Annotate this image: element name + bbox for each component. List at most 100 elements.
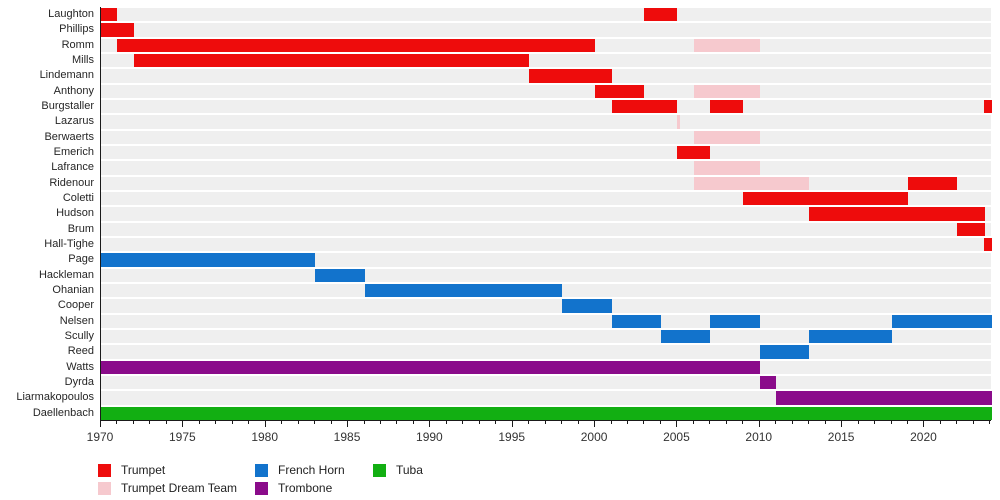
row-label-lafrance: Lafrance (51, 161, 94, 174)
row-label-phillips: Phillips (59, 23, 94, 36)
minor-tick-1996 (528, 421, 530, 424)
bar-daellenbach-tuba (101, 406, 992, 421)
axis-tick-label-1980: 1980 (251, 430, 279, 444)
bar-ridenour-trumpet (908, 176, 958, 191)
legend-swatch-trombone (255, 481, 268, 495)
bar-nelsen-french-horn (710, 314, 760, 329)
minor-tick-1984 (330, 421, 332, 424)
minor-tick-2006 (692, 421, 694, 424)
minor-tick-1982 (297, 421, 299, 424)
minor-tick-1994 (495, 421, 497, 424)
minor-tick-1974 (165, 421, 167, 424)
major-tick-1995 (511, 421, 513, 427)
row-band-laughton (101, 8, 991, 22)
minor-tick-1998 (561, 421, 563, 424)
row-label-ohanian: Ohanian (52, 284, 94, 296)
bar-hackleman-french-horn (315, 268, 365, 283)
minor-tick-1983 (314, 421, 316, 424)
minor-tick-1972 (132, 421, 134, 424)
row-band-reed (101, 345, 991, 359)
axis-tick-label-1995: 1995 (498, 430, 526, 444)
minor-tick-1973 (149, 421, 151, 424)
row-label-reed: Reed (67, 345, 94, 358)
minor-tick-2002 (627, 421, 629, 424)
row-band-dyrda (101, 376, 991, 390)
x-axis: 1970 1975 1980 1985 1990 1995 2000 2005 2010 2015… (87, 421, 991, 449)
bar-laughton-trumpet (644, 8, 678, 22)
row-label-ridenour: Ridenour (49, 176, 94, 189)
row-band-anthony (101, 84, 991, 99)
minor-tick-2012 (791, 421, 793, 424)
major-tick-2010 (758, 421, 760, 427)
row-band-page (101, 253, 991, 267)
minor-tick-1999 (577, 421, 579, 424)
bar-phillips-trumpet (101, 23, 134, 37)
major-tick-2015 (841, 421, 843, 427)
minor-tick-1977 (215, 421, 217, 424)
minor-tick-1979 (248, 421, 250, 424)
row-label-laughton: Laughton (48, 8, 94, 20)
minor-tick-1987 (379, 421, 381, 424)
minor-tick-1988 (396, 421, 398, 424)
bar-burgstaller-trumpet (983, 100, 992, 114)
minor-tick-2009 (742, 421, 744, 424)
legend-column-2: French Horn Trombone (255, 461, 345, 497)
row-band-nelsen (101, 314, 991, 329)
legend-item-trombone: Trombone (255, 479, 345, 497)
bar-coletti-trumpet (743, 192, 908, 206)
major-tick-1970 (100, 421, 101, 427)
row-label-hudson: Hudson (56, 207, 94, 220)
row-label-brum: Brum (67, 222, 94, 235)
legend-label-trumpet: Trumpet (121, 463, 166, 477)
row-band-emerich (101, 146, 991, 160)
minor-tick-1989 (412, 421, 414, 424)
minor-tick-1981 (281, 421, 283, 424)
bar-romm-trumpet (117, 38, 596, 53)
bar-reed-french-horn (759, 345, 810, 359)
bar-dyrda-trombone (759, 376, 777, 390)
bar-lindemann-trumpet (529, 69, 612, 83)
row-label-cooper: Cooper (57, 299, 94, 312)
legend-label-trombone: Trombone (278, 481, 333, 495)
row-label-watts: Watts (66, 360, 94, 373)
minor-tick-2019 (907, 421, 908, 424)
major-tick-2005 (676, 421, 678, 427)
bar-lazarus-trumpet-dream-team (677, 115, 680, 129)
row-label-hackleman: Hackleman (38, 268, 94, 281)
row-band-brum (101, 222, 991, 237)
minor-tick-2017 (874, 421, 876, 424)
bar-laughton-trumpet (101, 8, 118, 22)
minor-tick-2013 (808, 421, 810, 424)
axis-tick-label-1990: 1990 (416, 430, 443, 444)
major-tick-1980 (264, 421, 266, 427)
row-band-lazarus (101, 115, 991, 129)
legend-swatch-tuba (373, 463, 386, 477)
axis-tick-label-2000: 2000 (580, 430, 608, 444)
major-tick-2000 (594, 421, 596, 427)
bar-brum-trumpet (957, 222, 986, 237)
row-band-hudson (101, 207, 991, 221)
axis-tick-label-2010: 2010 (745, 430, 773, 444)
bar-mills-trumpet (133, 54, 530, 68)
bar-ohanian-french-horn (364, 284, 563, 298)
row-label-hall-tighe: Hall-Tighe (44, 238, 94, 250)
axis-tick-label-2015: 2015 (827, 430, 855, 444)
row-band-hall-tighe (101, 238, 991, 252)
legend-item-tuba: Tuba (373, 461, 423, 479)
row-band-berwaerts (101, 130, 991, 145)
row-label-daellenbach: Daellenbach (32, 406, 94, 419)
bar-cooper-french-horn (562, 299, 612, 313)
legend-item-french-horn: French Horn (255, 461, 345, 479)
bar-hudson-trumpet (809, 207, 986, 221)
minor-tick-1976 (198, 421, 200, 424)
minor-tick-2011 (775, 421, 777, 424)
minor-tick-1992 (462, 421, 464, 424)
row-label-page: Page (68, 253, 94, 266)
minor-tick-1997 (544, 421, 546, 424)
axis-tick-label-2020: 2020 (910, 430, 937, 444)
minor-tick-1986 (363, 421, 365, 424)
legend-column-3: Tuba (373, 461, 423, 479)
row-label-lindemann: Lindemann (39, 69, 94, 82)
row-band-ridenour (101, 176, 991, 191)
